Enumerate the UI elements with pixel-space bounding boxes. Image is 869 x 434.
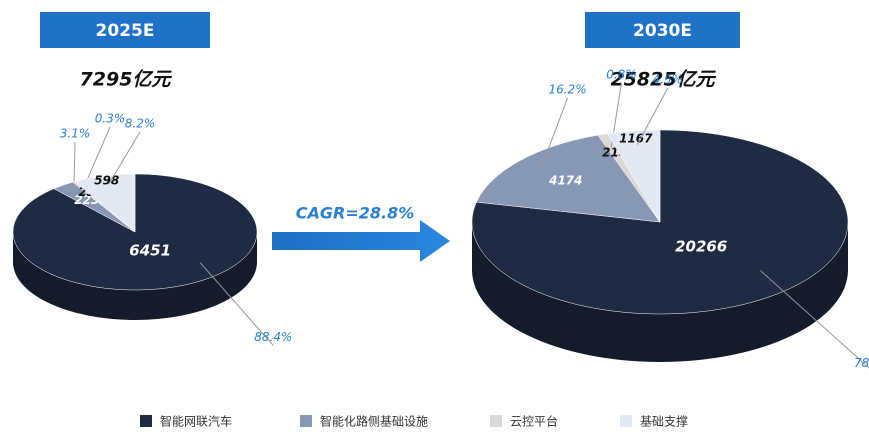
leader-line bbox=[636, 87, 669, 145]
chart-subtitle: 25825亿元 bbox=[610, 69, 716, 91]
title-box bbox=[585, 12, 740, 48]
pie-slice bbox=[606, 129, 661, 223]
leader-line bbox=[108, 131, 141, 185]
legend-label: 云控平台 bbox=[510, 414, 558, 429]
chart-title: 2030E bbox=[633, 21, 692, 41]
legend-label: 基础支撑 bbox=[640, 414, 688, 429]
pie-side bbox=[472, 222, 848, 362]
legend-swatch bbox=[490, 415, 502, 427]
value-label: 598 bbox=[94, 173, 119, 187]
pie-slice bbox=[476, 134, 661, 223]
legend-label: 智能化路侧基础设施 bbox=[320, 414, 428, 429]
chart-title: 2025E bbox=[96, 21, 155, 41]
legend-swatch bbox=[620, 415, 632, 427]
legend-label: 智能网联汽车 bbox=[160, 414, 232, 429]
leader-line bbox=[759, 270, 869, 369]
value-label: 1167 bbox=[619, 132, 653, 146]
percent-label: 4.5% bbox=[652, 73, 683, 87]
annotation: CAGR=28.8% bbox=[296, 204, 415, 223]
percent-label: 16.2% bbox=[548, 83, 586, 97]
pie-side bbox=[13, 232, 257, 320]
legend-swatch bbox=[300, 415, 312, 427]
chart-subtitle: 7295亿元 bbox=[80, 69, 173, 91]
legend-swatch bbox=[140, 415, 152, 427]
percent-label: 0.8% bbox=[606, 68, 637, 82]
percent-label: 78.5% bbox=[854, 356, 869, 370]
percent-label: 0.3% bbox=[95, 112, 126, 126]
title-box bbox=[40, 12, 210, 48]
value-label: 6451 bbox=[129, 241, 171, 259]
leader-line bbox=[73, 141, 76, 193]
percent-label: 8.2% bbox=[125, 117, 156, 131]
value-label: 4174 bbox=[548, 174, 582, 188]
arrow bbox=[272, 220, 450, 262]
leader-line bbox=[540, 97, 569, 171]
percent-label: 88.4% bbox=[254, 330, 292, 344]
leader-line bbox=[199, 262, 274, 346]
percent-label: 3.1% bbox=[60, 127, 91, 141]
pie-slice bbox=[74, 173, 136, 233]
value-label: 20266 bbox=[675, 238, 727, 256]
